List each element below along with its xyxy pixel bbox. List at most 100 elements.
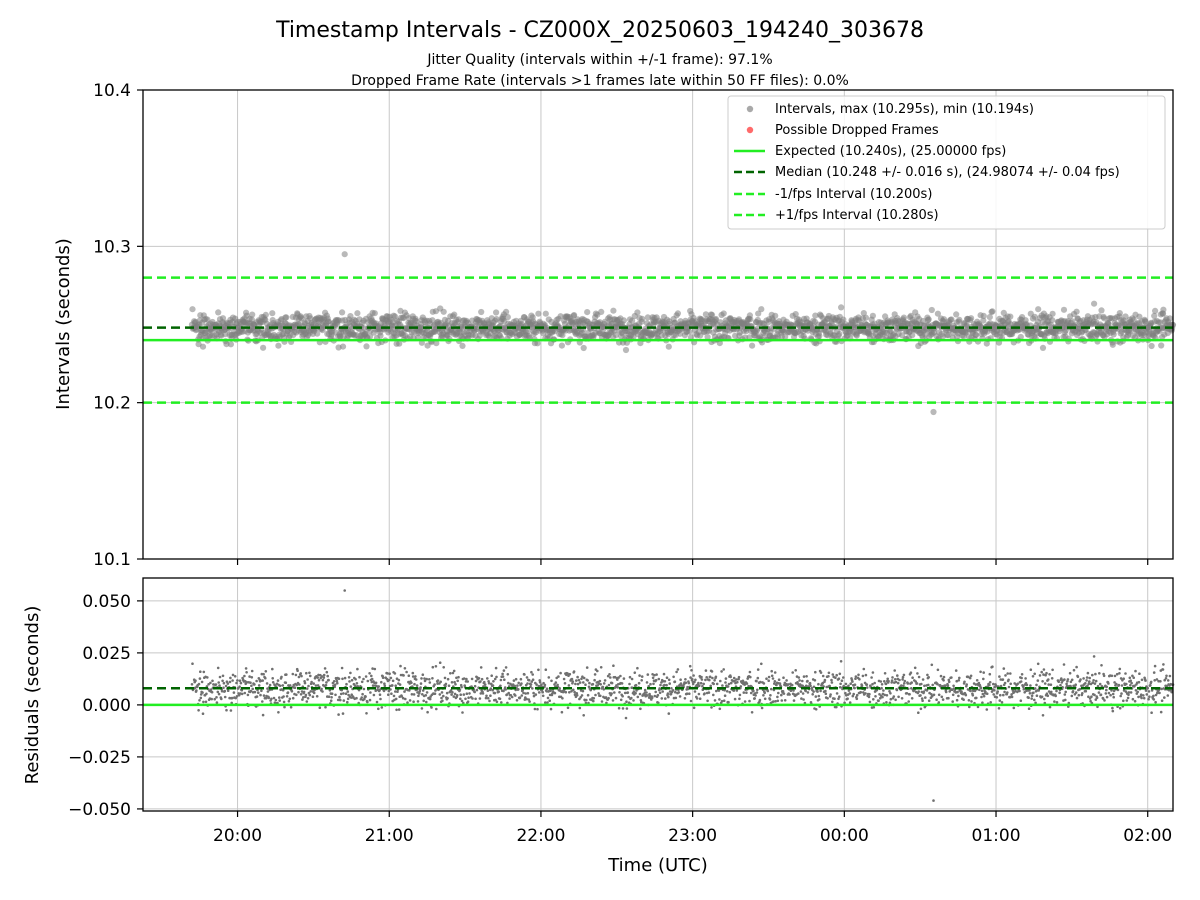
residual-point — [703, 692, 706, 695]
residual-point — [830, 681, 834, 684]
residual-point — [231, 679, 234, 682]
residual-point — [800, 697, 803, 700]
residual-point — [1104, 692, 1108, 695]
residual-point — [854, 677, 857, 680]
residual-point — [374, 681, 378, 685]
residual-point — [341, 677, 344, 681]
residual-point — [773, 671, 777, 674]
residual-point — [790, 683, 794, 687]
residual-point — [1049, 683, 1053, 686]
residual-point — [698, 684, 701, 687]
residual-point — [361, 692, 364, 696]
residual-point — [859, 690, 862, 694]
residual-point — [819, 689, 822, 693]
residual-point — [531, 673, 534, 676]
residual-point — [392, 694, 396, 698]
residual-point — [517, 688, 520, 691]
residual-point — [792, 699, 796, 702]
residual-point — [599, 666, 603, 669]
residual-point — [360, 696, 364, 699]
residual-point — [563, 682, 567, 685]
residual-point — [266, 690, 270, 693]
residual-point — [951, 693, 955, 697]
residual-point — [802, 675, 806, 678]
residual-point — [302, 690, 306, 694]
residual-point — [672, 675, 675, 679]
residual-point — [395, 677, 399, 680]
x-tick-label: 20:00 — [213, 826, 262, 846]
residual-point — [337, 677, 341, 680]
legend-label-minus-fps: -1/fps Interval (10.200s) — [775, 187, 932, 202]
residual-point — [801, 692, 805, 695]
residual-point — [1070, 678, 1074, 682]
residual-point — [1107, 682, 1110, 685]
residual-point — [287, 699, 291, 703]
residual-point — [964, 693, 968, 697]
residual-point — [1147, 690, 1151, 693]
residual-point — [372, 693, 376, 697]
residual-point — [396, 690, 399, 693]
residual-point — [939, 674, 943, 678]
residual-point — [763, 697, 767, 701]
residual-point — [803, 701, 807, 705]
residual-point — [200, 680, 204, 684]
residual-point — [890, 679, 894, 682]
residual-point — [602, 688, 606, 691]
residual-point — [366, 700, 369, 704]
residual-point — [738, 693, 742, 697]
residual-point — [967, 699, 971, 702]
residual-point — [942, 679, 945, 682]
residual-point — [306, 678, 309, 681]
intervals-panel: 10.110.210.310.4 Intervals (seconds) Int… — [53, 81, 1177, 570]
residual-point — [428, 681, 432, 684]
residual-point — [195, 689, 198, 692]
residual-point — [627, 695, 630, 699]
residual-point — [1004, 674, 1007, 677]
residual-point — [654, 690, 657, 694]
residual-point — [862, 667, 866, 671]
residual-point — [827, 675, 830, 678]
residual-point — [541, 694, 545, 698]
residual-point — [459, 697, 462, 701]
residual-point — [1148, 695, 1151, 698]
residual-point — [989, 701, 992, 704]
residual-point — [885, 694, 889, 697]
residual-point — [347, 676, 351, 679]
residual-point — [946, 684, 950, 687]
residual-point — [377, 707, 380, 711]
residual-point — [748, 699, 751, 703]
residual-point — [346, 690, 350, 693]
residual-point — [594, 693, 597, 697]
residual-point — [371, 684, 375, 687]
residual-point — [960, 690, 963, 693]
residual-point — [435, 707, 438, 711]
residual-point — [576, 682, 580, 686]
residual-point — [1139, 693, 1143, 696]
residual-point — [809, 684, 812, 687]
residual-point — [387, 689, 391, 693]
bottom-y-tick-label: 0.025 — [82, 644, 131, 664]
residual-point — [743, 700, 747, 703]
residual-point — [996, 690, 999, 693]
residual-point — [805, 675, 808, 678]
interval-points — [188, 251, 1177, 416]
residual-point — [490, 674, 494, 677]
interval-point — [1110, 331, 1117, 338]
residual-point — [932, 799, 935, 802]
residual-point — [407, 674, 411, 677]
residual-point — [636, 695, 640, 699]
residual-point — [874, 695, 877, 698]
residual-point — [1146, 686, 1149, 690]
residual-point — [806, 679, 809, 683]
residual-point — [305, 700, 309, 703]
residual-point — [917, 675, 921, 679]
residual-point — [325, 681, 328, 684]
interval-point — [754, 325, 761, 332]
residual-point — [596, 684, 599, 687]
residual-point — [1034, 701, 1037, 705]
residual-point — [718, 698, 721, 701]
residual-point — [309, 674, 312, 678]
residual-point — [767, 679, 770, 682]
residual-point — [749, 691, 753, 695]
residual-point — [370, 677, 374, 681]
